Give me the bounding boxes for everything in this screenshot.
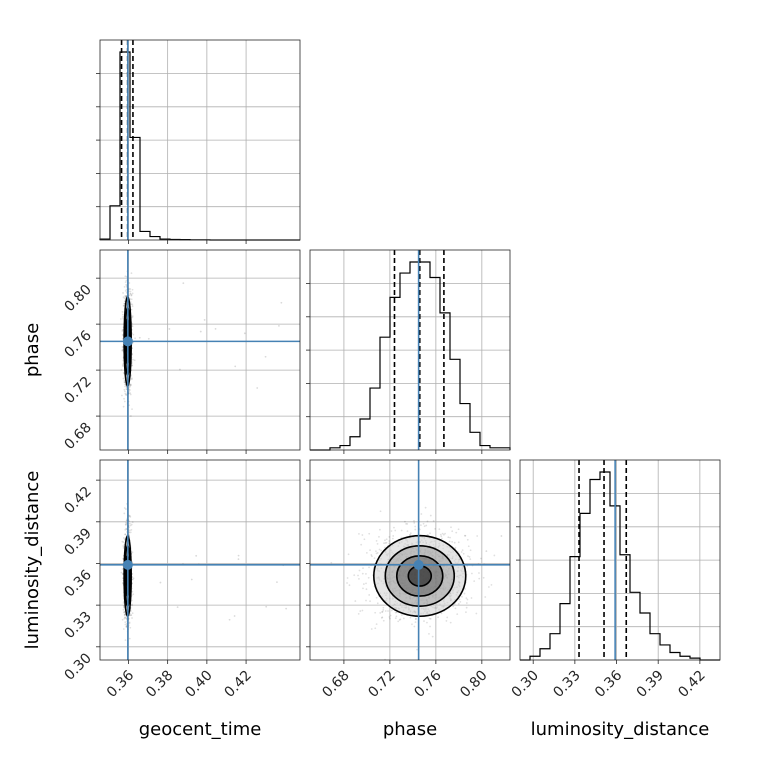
xtick-label-luminosity-distance: 0.30 xyxy=(509,668,542,701)
hist-geocent-time-panel xyxy=(96,40,300,244)
hist-luminosity-distance-bars xyxy=(520,472,720,660)
ytick-label-phase: 0.72 xyxy=(61,374,94,407)
ylabel-luminosity-distance: luminosity_distance xyxy=(22,471,43,650)
panels: 0.30 0.33 0.36 0.39 0.420.680.720.760.800.36… xyxy=(61,40,720,701)
xlabel-geocent-time: geocent_time xyxy=(139,719,262,740)
xtick-label-luminosity-distance: 0.39 xyxy=(634,668,667,701)
joint-geocent-time-phase-panel: 0.68 0.72 0.76 0.80 xyxy=(61,250,300,454)
ytick-label-phase: 0.80 xyxy=(61,282,94,315)
hist-phase-panel xyxy=(306,250,510,454)
xtick-label-geocent-time: 0.40 xyxy=(182,668,215,701)
hist-phase-bars xyxy=(310,262,510,450)
ytick-label-phase: 0.68 xyxy=(61,420,94,453)
ytick-label-luminosity-distance: 0.33 xyxy=(61,609,94,642)
xtick-label-phase: 0.72 xyxy=(365,668,398,701)
joint-geocent-time-luminosity-distance-xgrid xyxy=(128,460,246,660)
xtick-label-geocent-time: 0.38 xyxy=(143,668,176,701)
joint-geocent-time-phase-truth-marker xyxy=(123,336,133,346)
joint-geocent-time-phase-content xyxy=(100,250,300,450)
joint-geocent-time-luminosity-distance-samples xyxy=(121,503,288,641)
xtick-label-geocent-time: 0.42 xyxy=(222,668,255,701)
xtick-label-luminosity-distance: 0.33 xyxy=(550,668,583,701)
joint-geocent-time-phase-samples xyxy=(120,271,282,417)
xtick-label-phase: 0.76 xyxy=(411,667,444,700)
ytick-label-luminosity-distance: 0.30 xyxy=(61,650,94,683)
joint-phase-luminosity-distance-truth-marker xyxy=(414,560,424,570)
joint-geocent-time-luminosity-distance-truth-marker xyxy=(123,560,133,570)
xtick-label-phase: 0.80 xyxy=(457,668,490,701)
xlabel-luminosity-distance: luminosity_distance xyxy=(531,719,710,740)
joint-geocent-time-luminosity-distance-content xyxy=(100,460,300,660)
xtick-label-phase: 0.68 xyxy=(319,668,352,701)
ytick-label-luminosity-distance: 0.39 xyxy=(61,525,94,558)
ytick-label-luminosity-distance: 0.36 xyxy=(61,567,94,600)
ylabel-phase: phase xyxy=(22,323,43,377)
hist-geocent-time-bars xyxy=(100,52,300,240)
ytick-label-luminosity-distance: 0.42 xyxy=(61,484,94,517)
xtick-label-luminosity-distance: 0.36 xyxy=(592,667,625,700)
ytick-label-phase: 0.76 xyxy=(61,328,94,361)
xtick-label-luminosity-distance: 0.42 xyxy=(675,668,708,701)
joint-geocent-time-luminosity-distance-panel: 0.36 0.38 0.40 0.420.300.330.360.390.42 xyxy=(61,460,300,701)
joint-geocent-time-phase-xgrid xyxy=(128,250,246,450)
hist-luminosity-distance-panel: 0.30 0.33 0.36 0.39 0.42 xyxy=(509,460,720,701)
xtick-label-geocent-time: 0.36 xyxy=(104,667,137,700)
xlabel-phase: phase xyxy=(383,719,437,740)
